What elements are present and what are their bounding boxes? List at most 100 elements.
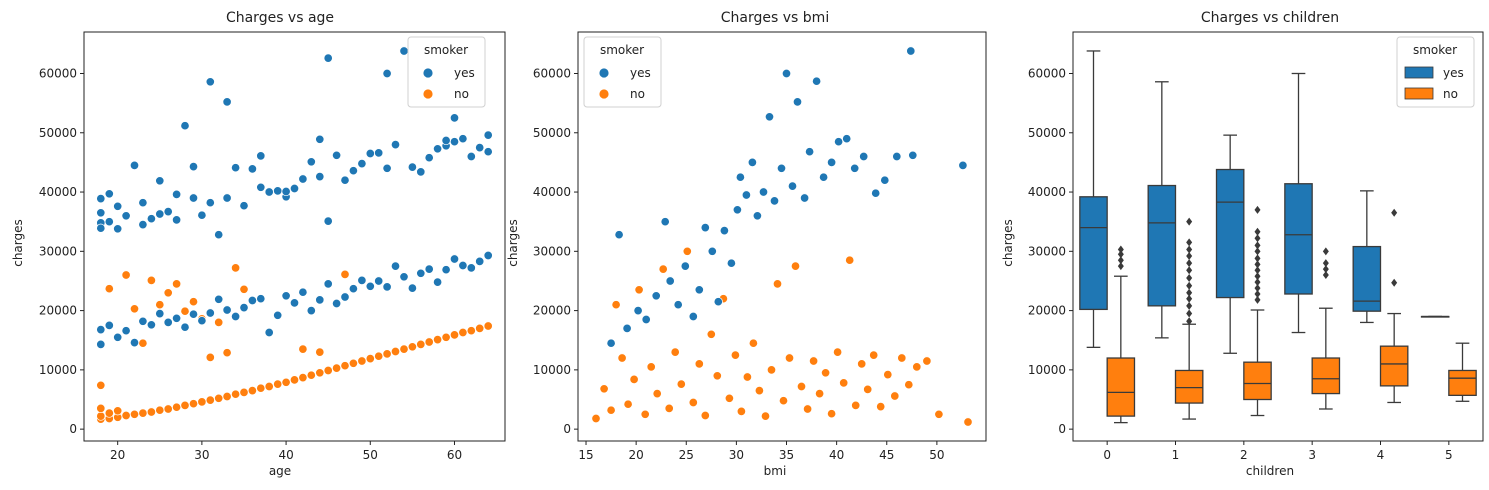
legend-title: smoker	[1413, 43, 1457, 57]
data-point-yes	[306, 157, 316, 167]
data-point-yes	[104, 189, 114, 199]
y-tick-label: 0	[563, 422, 571, 436]
data-point-no	[205, 352, 215, 362]
data-point-no	[96, 380, 106, 390]
box-yes	[1215, 168, 1245, 299]
outlier-no	[1254, 295, 1261, 304]
data-point-no	[247, 386, 257, 396]
data-point-yes	[172, 313, 182, 323]
data-point-yes	[163, 207, 173, 217]
outlier-no	[1117, 256, 1124, 265]
data-point-yes	[306, 306, 316, 316]
x-axis-label: age	[269, 464, 291, 478]
x-tick-label: 1	[1172, 448, 1180, 462]
outlier-no	[1254, 284, 1261, 293]
data-point-yes	[694, 285, 704, 295]
data-point-yes	[424, 153, 434, 163]
x-tick-label: 60	[447, 448, 462, 462]
chart-title: Charges vs age	[226, 10, 334, 26]
data-point-yes	[281, 291, 291, 301]
data-point-yes	[340, 292, 350, 302]
data-point-no	[922, 356, 932, 366]
x-tick-label: 45	[879, 448, 894, 462]
data-point-yes	[214, 294, 224, 304]
data-point-no	[222, 391, 232, 402]
data-point-no	[172, 279, 182, 289]
data-point-yes	[707, 246, 717, 256]
legend-marker-no	[598, 88, 610, 100]
outlier-no	[1186, 309, 1193, 318]
data-point-no	[760, 411, 771, 421]
data-point-no	[214, 317, 224, 327]
outlier-no	[1254, 260, 1261, 269]
data-point-no	[433, 335, 443, 345]
outlier-no	[1254, 254, 1261, 263]
data-point-yes	[842, 134, 852, 144]
data-point-no	[399, 344, 409, 354]
x-tick-label: 50	[363, 448, 378, 462]
data-point-yes	[374, 276, 384, 286]
data-point-no	[883, 370, 893, 380]
data-point-yes	[96, 194, 106, 204]
data-point-yes	[680, 261, 690, 271]
data-point-yes	[129, 160, 140, 170]
data-point-no	[188, 399, 199, 409]
data-point-no	[407, 342, 417, 352]
x-tick-label: 25	[679, 448, 694, 462]
data-point-no	[748, 338, 758, 348]
outlier-no	[1186, 273, 1193, 282]
outlier-no	[1186, 288, 1193, 297]
data-point-yes	[390, 261, 401, 271]
data-point-yes	[214, 230, 224, 240]
y-tick-label: 0	[69, 422, 77, 436]
data-point-no	[857, 359, 867, 369]
data-point-yes	[239, 201, 249, 211]
data-point-no	[365, 354, 375, 364]
data-point-yes	[441, 265, 451, 275]
panel-age: Charges vs age 0 10000 20000 30000 40000 5000…	[11, 10, 506, 478]
data-point-no	[912, 362, 922, 372]
outlier-no	[1391, 278, 1398, 287]
data-point-yes	[407, 162, 417, 172]
data-point-no	[138, 408, 148, 418]
data-point-yes	[96, 208, 106, 218]
data-point-yes	[315, 172, 325, 182]
x-tick-label: 30	[194, 448, 209, 462]
data-point-yes	[958, 160, 968, 170]
data-point-yes	[273, 186, 283, 196]
data-point-yes	[332, 150, 342, 160]
data-point-no	[897, 353, 907, 363]
data-point-no	[876, 402, 886, 412]
data-point-yes	[205, 77, 215, 87]
data-point-yes	[834, 137, 844, 147]
outlier-no	[1186, 301, 1193, 310]
box-no	[1174, 369, 1204, 404]
data-point-yes	[121, 211, 131, 221]
data-point-yes	[172, 215, 182, 225]
data-point-yes	[758, 187, 769, 197]
y-tick-label: 40000	[1028, 185, 1066, 199]
data-point-yes	[732, 205, 742, 215]
data-point-yes	[458, 260, 468, 271]
data-point-no	[694, 359, 704, 369]
y-tick-label: 60000	[533, 66, 571, 80]
outlier-no	[1254, 205, 1261, 214]
data-point-yes	[781, 68, 792, 79]
data-point-yes	[752, 211, 762, 221]
data-point-yes	[96, 339, 106, 349]
data-point-no	[273, 379, 283, 389]
data-point-no	[315, 347, 325, 357]
data-point-no	[658, 264, 668, 274]
panel-bmi: Charges vs bmi 0 10000 20000 30000 40000 5000…	[506, 10, 987, 478]
outlier-no	[1254, 272, 1261, 281]
data-point-no	[682, 246, 692, 256]
data-point-no	[231, 389, 241, 399]
data-point-no	[742, 372, 752, 382]
data-point-no	[214, 393, 224, 403]
data-point-no	[113, 406, 123, 416]
data-point-yes	[197, 316, 207, 326]
data-point-no	[934, 409, 944, 419]
outlier-no	[1186, 259, 1193, 268]
data-point-yes	[449, 254, 460, 264]
x-tick-label: 3	[1308, 448, 1316, 462]
